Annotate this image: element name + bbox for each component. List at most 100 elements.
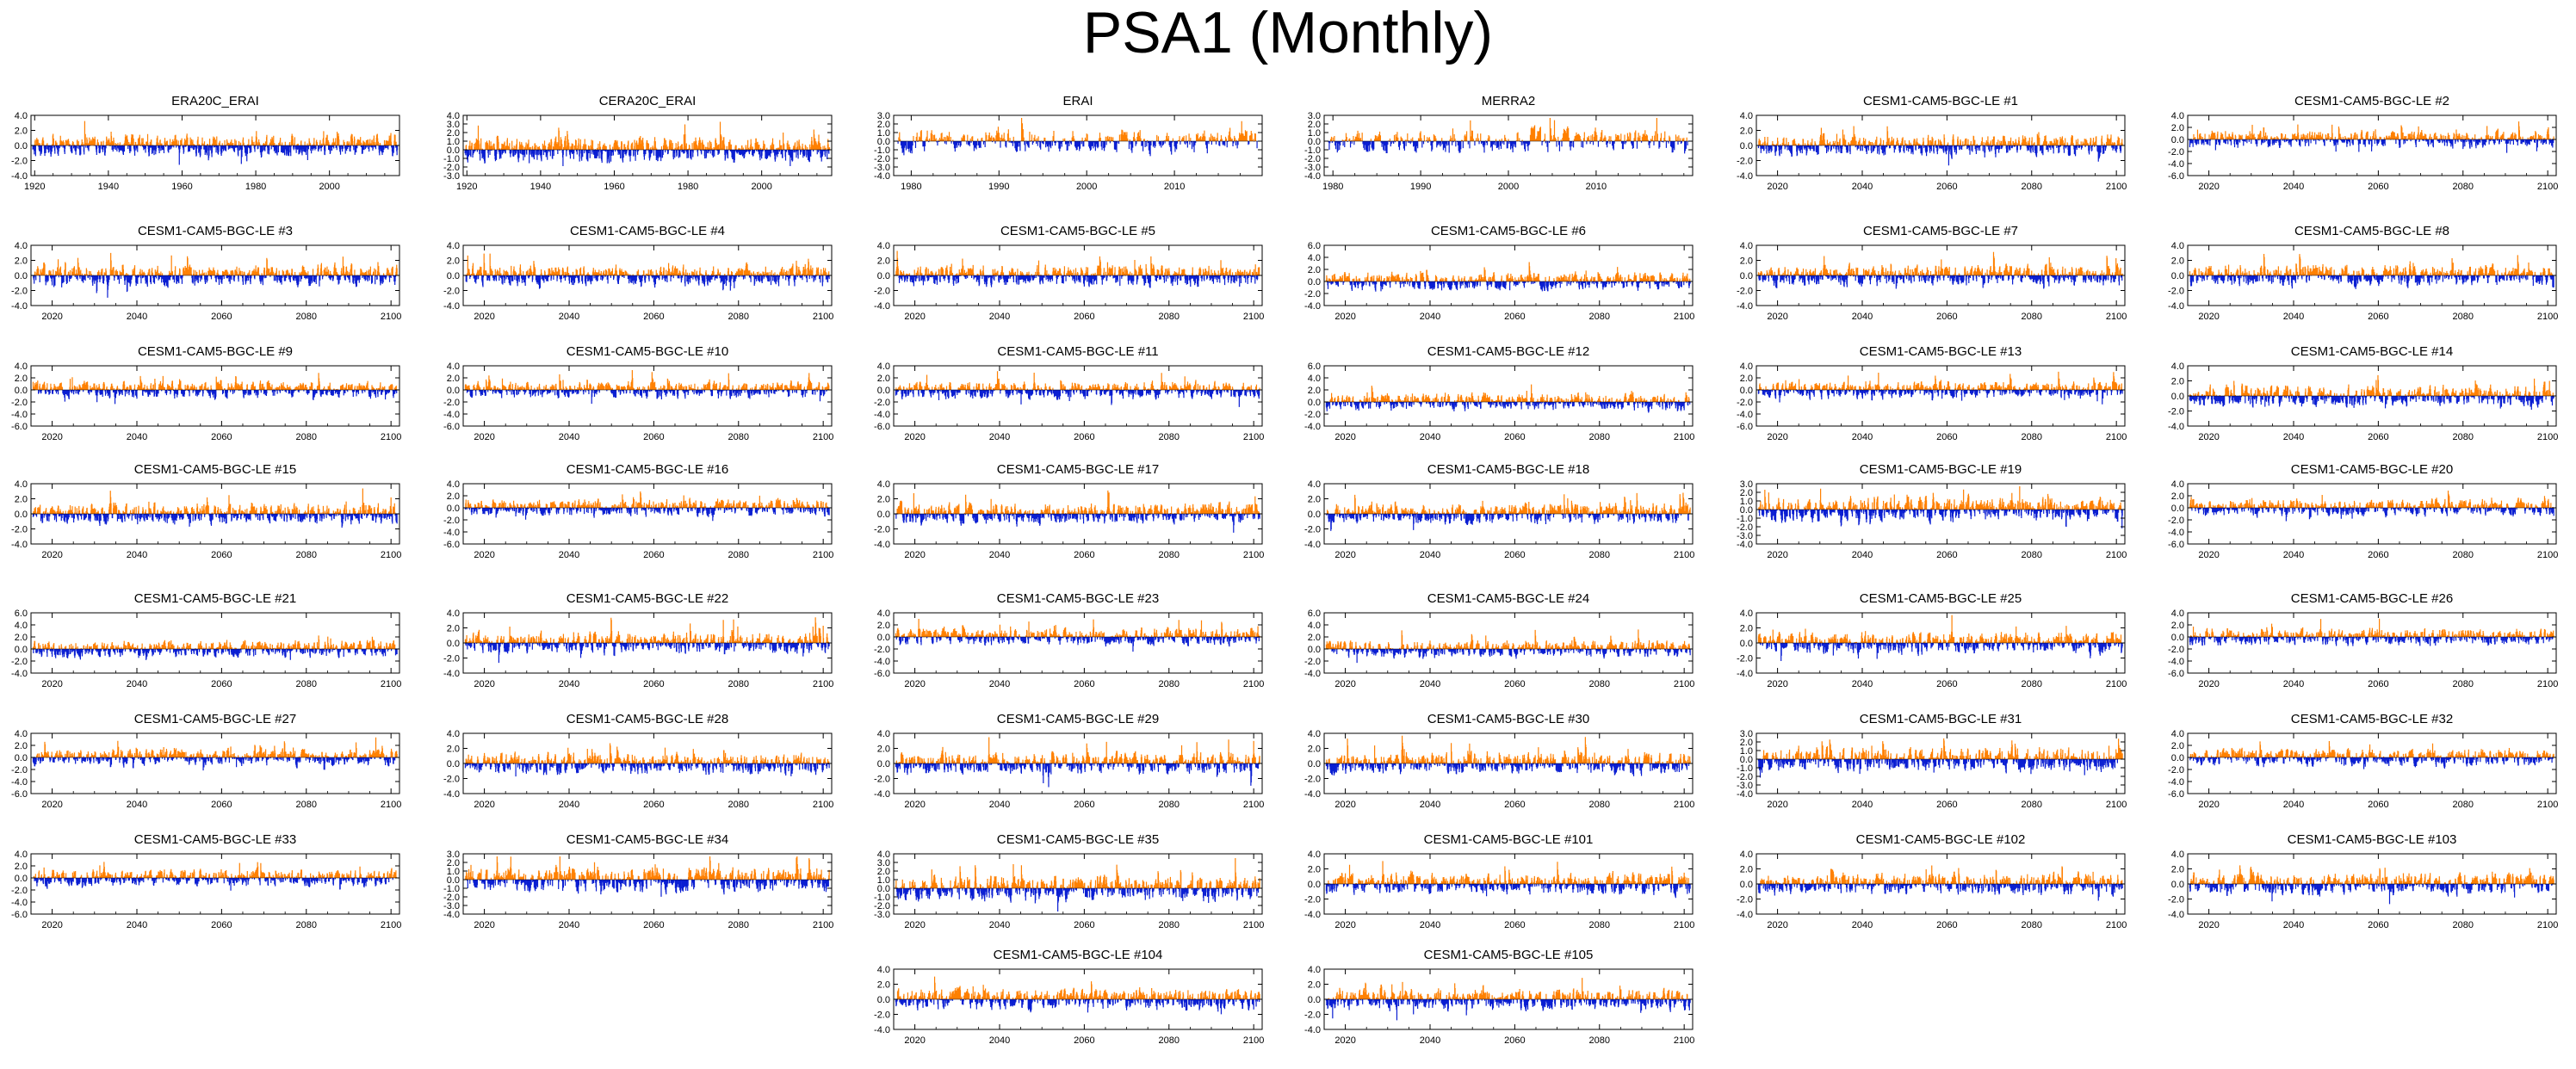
x-tick-label: 2060 [1504,312,1525,322]
chart-panel: CESM1-CAM5-BGC-LE #35 4.0 3.0 2.0 1.0 0.0 -1.0… [874,832,1324,935]
y-tick-label: 6.0 [1308,609,1321,619]
chart-panel: CESM1-CAM5-BGC-LE #5 4.0 2.0 0.0 -2.0 -4.0 202… [874,224,1324,326]
y-tick-label: -3.0 [874,163,890,173]
x-tick-label: 2020 [1334,679,1355,689]
y-tick-label: -1.0 [874,893,890,903]
chart-panel: CESM1-CAM5-BGC-LE #30 4.0 2.0 0.0 -2.0 -4.0 20… [1304,712,1755,814]
y-tick-label: 2.0 [1308,386,1321,396]
positive-bars [895,619,1260,637]
x-tick-label: 2040 [127,312,147,322]
y-tick-label: 2.0 [1740,865,1753,875]
y-tick-label: 4.0 [1740,241,1753,251]
bars-group [464,369,830,405]
bars-group [895,250,1260,288]
chart-panel: CESM1-CAM5-BGC-LE #26 4.0 2.0 0.0 -2.0 -4.0 -6… [2168,591,2576,694]
x-tick-label: 2080 [2453,550,2474,560]
y-tick-label: 2.0 [2171,377,2184,387]
panel-title: ERA20C_ERAI [171,94,259,108]
y-tick-label: 2.0 [1308,265,1321,275]
y-tick-label: 0.0 [15,753,28,763]
y-tick-label: 0.0 [1740,639,1753,649]
y-tick-label: 0.0 [447,386,460,396]
x-tick-label: 2020 [1334,1035,1355,1046]
plot-frame [462,365,833,427]
chart-svg: CESM1-CAM5-BGC-LE #32 4.0 2.0 0.0 -2.0 -4.0-6… [2168,712,2558,810]
x-tick-label: 2060 [1504,679,1525,689]
y-tick-label: -2.0 [2168,765,2184,775]
bars-group [897,118,1258,157]
positive-bars [465,491,828,508]
y-tick-label: -6.0 [874,669,890,679]
x-tick-label: 2100 [1243,679,1264,689]
x-tick-label: 1960 [604,182,624,192]
x-tick-label: 2100 [1243,920,1264,930]
y-tick-label: 0.0 [1740,505,1753,516]
y-tick-label: 0.0 [447,639,460,649]
y-tick-label: -1.0 [1737,514,1753,524]
x-tick-label: 2020 [474,920,494,930]
y-tick-label: -4.0 [1737,669,1753,679]
x-tick-label: 2060 [1074,432,1094,442]
chart-panel: CESM1-CAM5-BGC-LE #16 4.0 2.0 0.0 -2.0 -4.0 -6… [443,462,894,565]
x-tick-label: 2100 [1243,550,1264,560]
x-tick-label: 2040 [559,550,579,560]
x-tick-label: 1980 [678,182,698,192]
positive-bars [895,737,1260,763]
x-tick-label: 2080 [728,920,749,930]
chart-panel: CESM1-CAM5-BGC-LE #8 4.0 2.0 0.0 -2.0 -4.0 202… [2168,224,2576,326]
plot-frame [30,612,400,674]
y-tick-label: -6.0 [1737,422,1753,432]
negative-bars [895,888,1260,911]
x-tick-label: 2080 [296,800,317,810]
x-tick-label: 2020 [1767,432,1787,442]
bars-group [32,373,398,405]
y-tick-label: -4.0 [1304,540,1321,550]
y-tick-label: 4.0 [1308,621,1321,631]
x-tick-label: 2020 [41,312,62,322]
x-tick-label: 2060 [2368,432,2388,442]
x-tick-label: 2020 [2198,550,2219,560]
x-tick-label: 1980 [901,182,921,192]
x-tick-label: 2060 [211,312,232,322]
x-tick-label: 2040 [127,800,147,810]
y-tick-label: 2.0 [1740,127,1753,137]
positive-bars [1330,118,1687,141]
x-tick-label: 2060 [1936,679,1957,689]
positive-bars [895,857,1260,888]
y-tick-label: 4.0 [1740,361,1753,372]
bars-group [1757,126,2123,166]
positive-bars [1757,486,2122,510]
x-tick-label: 2040 [559,920,579,930]
negative-bars [33,878,393,891]
y-tick-label: 4.0 [1740,609,1753,619]
y-tick-label: 2.0 [15,741,28,751]
panel-title: CESM1-CAM5-BGC-LE #105 [1424,948,1594,962]
negative-bars [1325,402,1691,413]
positive-bars [32,373,398,390]
chart-panel: CESM1-CAM5-BGC-LE #25 4.0 2.0 0.0 -2.0 -4.0 20… [1737,591,2187,694]
y-tick-label: -4.0 [874,301,890,312]
x-tick-label: 1980 [1322,182,1343,192]
panel-title: CESM1-CAM5-BGC-LE #19 [1860,462,2022,477]
x-tick-label: 2020 [1334,312,1355,322]
x-tick-label: 2100 [2106,182,2127,192]
x-tick-label: 2100 [2537,800,2558,810]
chart-panel: CESM1-CAM5-BGC-LE #15 4.0 2.0 0.0 -2.0 -4.0 20… [11,462,461,565]
y-tick-label: 2.0 [2171,491,2184,502]
x-tick-label: 2100 [1674,1035,1694,1046]
chart-panel: MERRA2 3.0 2.0 1.0 0.0 -1.0 -2.0 -3.0 -4.0 1980 19… [1304,94,1755,196]
y-tick-label: -2.0 [1737,654,1753,664]
x-tick-label: 2060 [211,800,232,810]
chart-svg: CESM1-CAM5-BGC-LE #26 4.0 2.0 0.0 -2.0 -4.0 -6… [2168,591,2558,689]
chart-svg: CESM1-CAM5-BGC-LE #1 4.0 2.0 0.0 -2.0 -4.0 202… [1737,94,2127,192]
y-tick-label: -2.0 [874,1010,890,1021]
x-tick-label: 2060 [1936,432,1957,442]
positive-bars [464,856,830,880]
x-tick-label: 2020 [1767,920,1787,930]
bars-group [1325,861,1691,899]
y-tick-label: -6.0 [2168,171,2184,182]
negative-bars [33,649,398,660]
x-tick-label: 2040 [559,800,579,810]
panel-title: CESM1-CAM5-BGC-LE #24 [1427,591,1589,606]
negative-bars [1328,141,1688,154]
